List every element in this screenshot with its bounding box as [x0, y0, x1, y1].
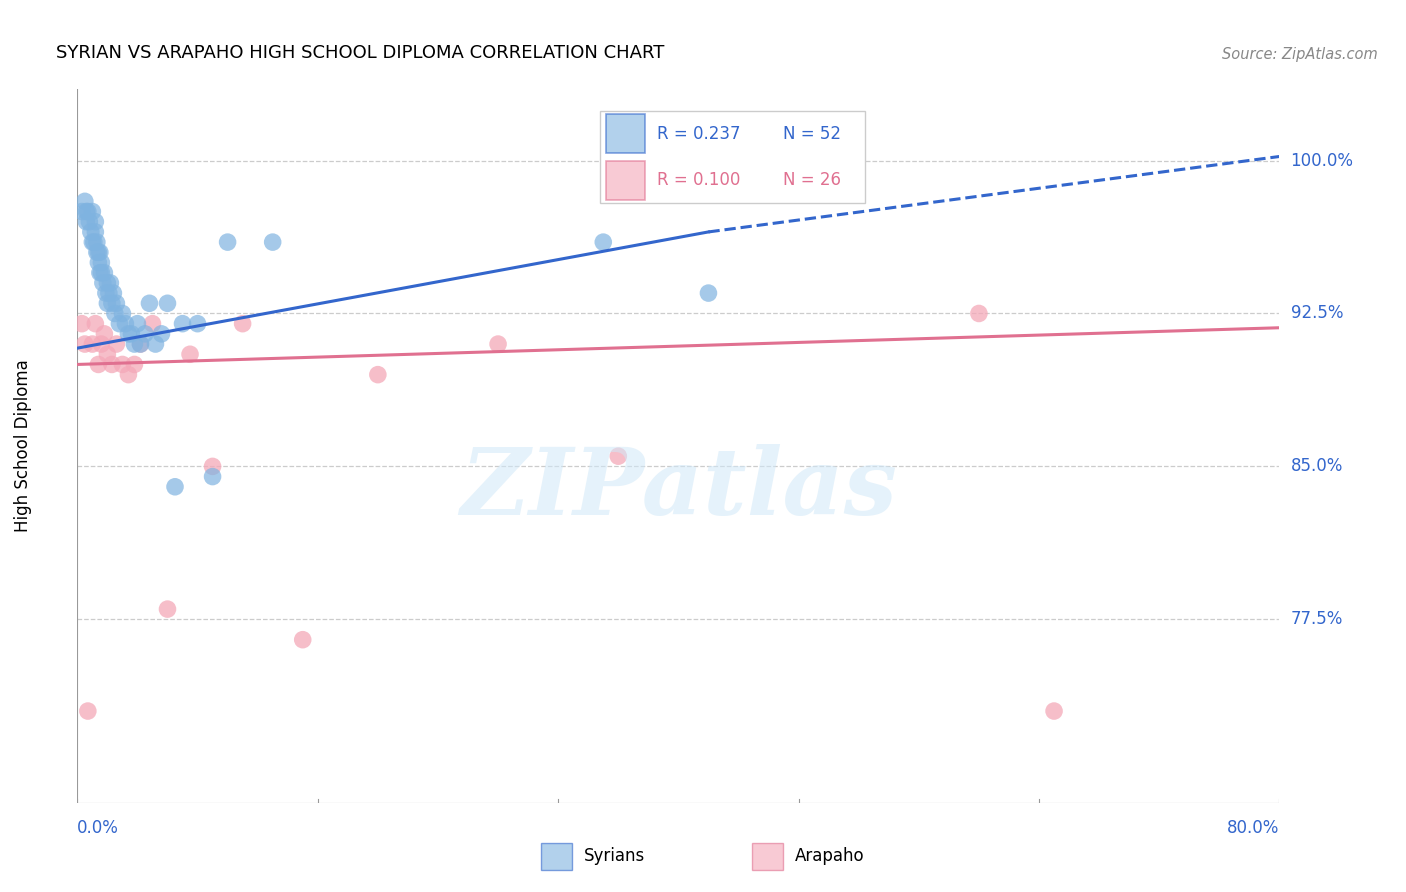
Point: [105, 337, 128, 351]
Point: [101, 358, 124, 372]
Text: N = 52: N = 52: [783, 125, 841, 143]
Point: [84, 317, 107, 331]
Point: [117, 326, 139, 341]
Text: R = 0.237: R = 0.237: [657, 125, 740, 143]
Point: [93, 266, 115, 280]
Point: [76, 704, 98, 718]
Point: [93, 326, 115, 341]
Point: [91, 276, 114, 290]
Point: [101, 296, 124, 310]
Point: [111, 358, 134, 372]
Point: [129, 337, 152, 351]
Point: [82, 337, 104, 351]
Point: [82, 235, 104, 249]
Point: [104, 306, 127, 320]
Text: Source: ZipAtlas.com: Source: ZipAtlas.com: [1222, 47, 1378, 62]
Point: [124, 337, 146, 351]
Text: Syrians: Syrians: [583, 847, 645, 865]
Point: [96, 276, 118, 290]
Text: 100.0%: 100.0%: [1291, 152, 1354, 169]
Text: High School Diploma: High School Diploma: [14, 359, 32, 533]
FancyBboxPatch shape: [606, 161, 645, 200]
Point: [76, 204, 98, 219]
Text: Arapaho: Arapaho: [794, 847, 865, 865]
Point: [1043, 704, 1066, 718]
FancyBboxPatch shape: [606, 114, 645, 153]
Point: [217, 235, 239, 249]
Point: [84, 215, 107, 229]
Text: 92.5%: 92.5%: [1291, 304, 1343, 323]
Point: [150, 326, 173, 341]
Point: [87, 358, 110, 372]
Point: [108, 317, 131, 331]
Point: [201, 469, 224, 483]
Point: [967, 306, 990, 320]
Point: [90, 337, 112, 351]
Point: [120, 326, 142, 341]
Point: [114, 317, 136, 331]
Point: [124, 358, 146, 372]
Point: [232, 317, 254, 331]
Point: [80, 225, 103, 239]
Point: [291, 632, 314, 647]
Point: [87, 245, 110, 260]
Point: [367, 368, 389, 382]
Point: [90, 266, 112, 280]
FancyBboxPatch shape: [600, 111, 865, 203]
Point: [73, 194, 96, 209]
Point: [73, 337, 96, 351]
Point: [86, 245, 108, 260]
Point: [94, 286, 117, 301]
Point: [486, 337, 509, 351]
Point: [103, 286, 125, 301]
Point: [138, 296, 160, 310]
Point: [179, 347, 201, 361]
Point: [592, 235, 614, 249]
Text: R = 0.100: R = 0.100: [657, 171, 740, 189]
Point: [83, 235, 105, 249]
Point: [111, 306, 134, 320]
Point: [75, 204, 97, 219]
Point: [84, 225, 107, 239]
Point: [145, 337, 167, 351]
Point: [186, 317, 209, 331]
Point: [141, 317, 163, 331]
Point: [607, 449, 630, 463]
Point: [96, 296, 118, 310]
Point: [134, 326, 156, 341]
Point: [129, 337, 152, 351]
Text: SYRIAN VS ARAPAHO HIGH SCHOOL DIPLOMA CORRELATION CHART: SYRIAN VS ARAPAHO HIGH SCHOOL DIPLOMA CO…: [56, 45, 665, 62]
Point: [163, 480, 186, 494]
Point: [117, 368, 139, 382]
Point: [82, 204, 104, 219]
Point: [75, 215, 97, 229]
Point: [97, 286, 120, 301]
Point: [172, 317, 194, 331]
Point: [100, 276, 122, 290]
Point: [79, 215, 101, 229]
Text: 0.0%: 0.0%: [77, 819, 120, 837]
Point: [201, 459, 224, 474]
Point: [87, 255, 110, 269]
Point: [70, 317, 93, 331]
Point: [89, 266, 111, 280]
Point: [96, 347, 118, 361]
Point: [90, 255, 112, 269]
Point: [697, 286, 720, 301]
Text: N = 26: N = 26: [783, 171, 841, 189]
Text: 85.0%: 85.0%: [1291, 458, 1343, 475]
Point: [89, 245, 111, 260]
Point: [262, 235, 284, 249]
Point: [70, 204, 93, 219]
Text: 77.5%: 77.5%: [1291, 610, 1343, 628]
Point: [86, 235, 108, 249]
Point: [156, 296, 179, 310]
Point: [105, 296, 128, 310]
Point: [127, 317, 149, 331]
Text: 80.0%: 80.0%: [1227, 819, 1279, 837]
Text: ZIPatlas: ZIPatlas: [460, 444, 897, 533]
Point: [156, 602, 179, 616]
